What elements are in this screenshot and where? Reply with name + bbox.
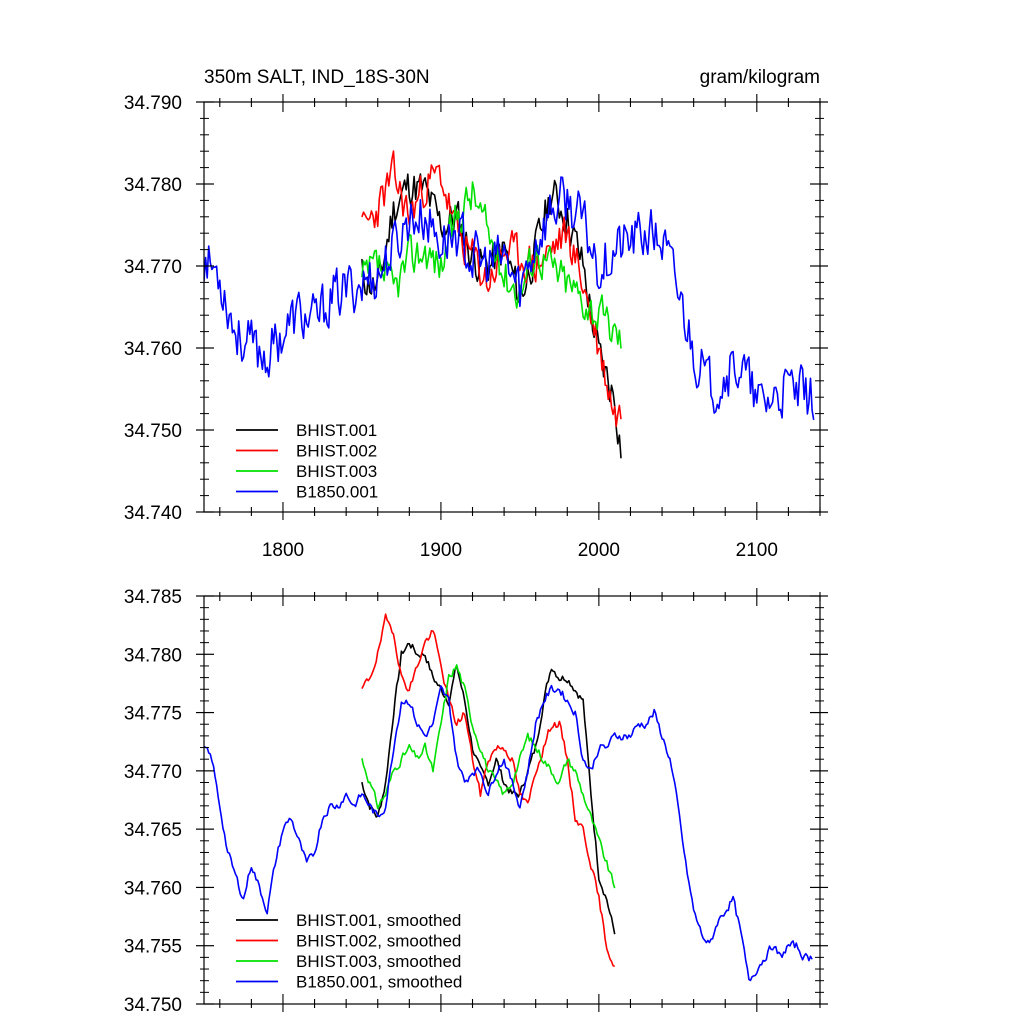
y-tick-label: 34.780 <box>124 645 182 666</box>
chart-title: 350m SALT, IND_18S-30N <box>204 67 430 88</box>
y-tick-label: 34.780 <box>124 175 182 196</box>
y-tick-label: 34.765 <box>124 820 182 841</box>
y-tick-label: 34.785 <box>124 587 182 608</box>
x-tick-label: 2100 <box>736 540 778 561</box>
y-tick-label: 34.770 <box>124 257 182 278</box>
y-tick-label: 34.760 <box>124 878 182 899</box>
series-lines <box>204 150 815 459</box>
series-line-0 <box>361 173 622 459</box>
top-panel: 34.740 34.750 34.760 34.770 34.780 34.790 1800… <box>124 93 828 561</box>
y-tick-label: 34.790 <box>124 93 182 114</box>
x-tick-label: 1900 <box>420 540 462 561</box>
plot-frame <box>203 595 821 1005</box>
plot-frame <box>203 101 821 513</box>
legend: BHIST.001, smoothed BHIST.002, smoothedBH… <box>236 911 462 992</box>
series-line-0 <box>361 642 616 935</box>
series-line-1 <box>361 150 622 428</box>
legend-label: BHIST.002, smoothed <box>296 932 461 951</box>
series-line-2 <box>361 664 616 889</box>
y-tick-label: 34.755 <box>124 937 182 958</box>
legend-label: B1850.001 <box>296 483 378 502</box>
legend-label: BHIST.003, smoothed <box>296 952 461 971</box>
bottom-panel: 34.750 34.755 34.760 34.765 34.770 34.775 34.7… <box>124 587 828 1016</box>
series-line-3 <box>204 684 813 982</box>
y-tick-label: 34.750 <box>124 995 182 1016</box>
series-lines <box>204 613 813 982</box>
series-line-1 <box>361 613 615 968</box>
y-tick-label: 34.775 <box>124 704 182 725</box>
legend-label: BHIST.001 <box>296 421 377 440</box>
series-line-2 <box>361 181 622 349</box>
legend-label: BHIST.002 <box>296 442 377 461</box>
x-tick-label: 1800 <box>262 540 304 561</box>
legend-label: BHIST.003 <box>296 462 377 481</box>
y-tick-label: 34.760 <box>124 339 182 360</box>
y-tick-label: 34.750 <box>124 421 182 442</box>
legend-label: B1850.001, smoothed <box>296 973 462 992</box>
chart-units: gram/kilogram <box>700 67 820 88</box>
legend-label: BHIST.001, smoothed <box>296 911 461 930</box>
series-line-3 <box>204 176 815 421</box>
x-tick-label: 2000 <box>578 540 620 561</box>
y-tick-label: 34.740 <box>124 503 182 524</box>
y-tick-label: 34.770 <box>124 762 182 783</box>
